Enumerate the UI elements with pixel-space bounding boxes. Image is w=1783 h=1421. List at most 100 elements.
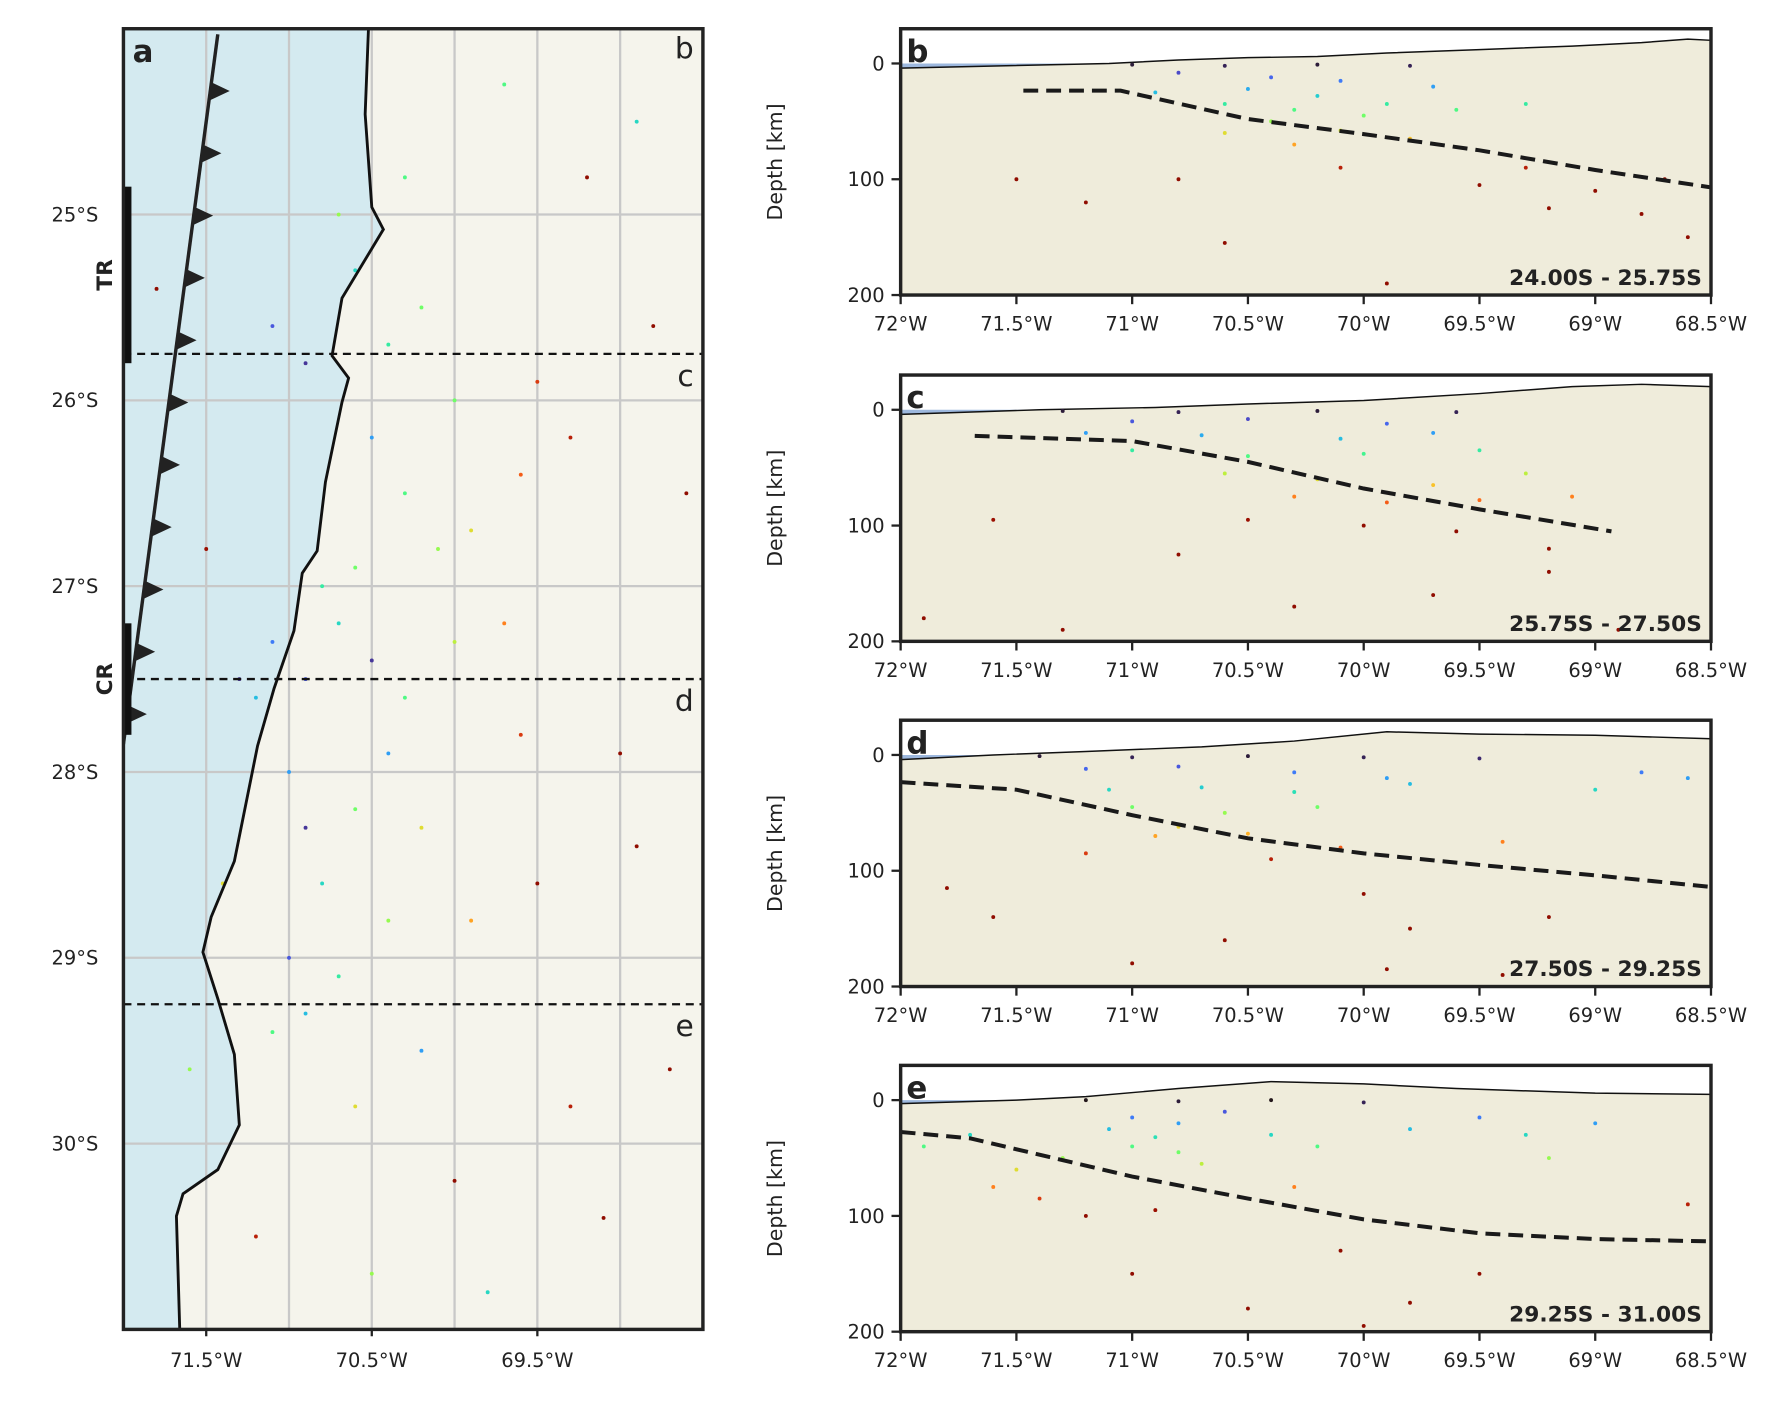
earthquake — [991, 1185, 996, 1189]
earthquake — [1153, 1135, 1158, 1140]
earthquake — [469, 918, 474, 923]
earthquake — [1222, 471, 1227, 476]
earthquake — [1037, 1196, 1042, 1201]
earthquake — [1269, 1132, 1274, 1137]
earthquake — [1014, 1167, 1019, 1172]
earthquake — [1222, 938, 1227, 943]
earthquake — [1431, 430, 1436, 435]
earthquake — [1176, 410, 1181, 415]
earthquake — [1361, 523, 1366, 528]
y-tick-label: 27°S — [52, 575, 99, 598]
earthquake — [1222, 130, 1227, 135]
earthquake — [1083, 1098, 1088, 1103]
earthquake — [991, 915, 996, 919]
earthquake — [968, 1132, 973, 1137]
x-tick-label: 71.5°W — [170, 1349, 242, 1372]
earthquake — [353, 807, 358, 812]
earthquake — [1593, 1121, 1598, 1126]
earthquake — [270, 639, 275, 644]
x-tick-label: 69°W — [1568, 312, 1622, 335]
zone-label: CR — [93, 662, 118, 695]
y-tick-label: 100 — [848, 860, 885, 883]
earthquake — [1083, 1213, 1088, 1218]
earthquake — [684, 491, 689, 496]
background — [900, 375, 1711, 642]
frame — [121, 27, 705, 1332]
x-tick-label: 70°W — [1337, 312, 1391, 335]
earthquake — [1292, 142, 1297, 147]
earthquake — [502, 82, 507, 87]
earthquake — [1292, 770, 1297, 775]
y-tick-label: 200 — [848, 975, 885, 998]
earthquake — [518, 472, 523, 477]
earthquake — [651, 324, 656, 328]
earthquake — [1431, 593, 1436, 597]
earthquake — [634, 844, 639, 849]
earthquake — [1384, 421, 1389, 426]
y-tick-label: 100 — [848, 514, 885, 537]
trench-tooth — [127, 704, 147, 724]
x-tick-label: 69°W — [1568, 1004, 1622, 1027]
earthquake — [1685, 235, 1690, 240]
earthquake — [436, 547, 440, 551]
x-tick-label: 68.5°W — [1675, 312, 1747, 335]
earthquake — [1338, 165, 1343, 170]
earthquake — [667, 1067, 672, 1072]
background — [900, 1065, 1711, 1332]
earthquake — [336, 212, 341, 217]
earthquake — [1616, 627, 1621, 632]
background — [900, 720, 1711, 987]
x-tick-label: 69.5°W — [1443, 312, 1515, 335]
earthquake — [1292, 107, 1297, 112]
earthquake — [1269, 1098, 1274, 1103]
earthquake — [320, 584, 325, 589]
earthquake — [187, 1067, 192, 1072]
earthquake — [1384, 500, 1389, 505]
earthquake — [1408, 781, 1412, 786]
trench-tooth — [210, 81, 230, 101]
earthquake — [1361, 451, 1366, 456]
topography — [900, 383, 1711, 416]
earthquake — [1107, 1127, 1111, 1132]
earthquake — [1639, 212, 1644, 216]
earthquake — [419, 1048, 424, 1053]
earthquake — [1245, 754, 1250, 759]
x-tick-label: 69°W — [1568, 1349, 1622, 1372]
earthquake — [1060, 408, 1065, 413]
trench-tooth — [168, 393, 189, 412]
earthquake — [601, 1215, 606, 1220]
earthquake — [402, 491, 407, 496]
earthquake — [303, 825, 308, 830]
earthquake — [303, 1011, 308, 1016]
x-tick-label: 71.5°W — [980, 312, 1052, 335]
earthquake — [485, 1290, 490, 1295]
x-tick-label: 72°W — [874, 1349, 928, 1372]
x-tick-label: 71°W — [1105, 1004, 1159, 1027]
map-area — [123, 28, 703, 1330]
trench-tooth — [152, 518, 172, 537]
trench-tooth — [177, 331, 197, 350]
earthquake — [618, 751, 623, 756]
earthquake — [1176, 1121, 1181, 1126]
earthquake — [154, 286, 159, 291]
earthquake — [1593, 787, 1598, 792]
panel-label: b — [906, 34, 928, 70]
earthquake — [353, 268, 358, 273]
section-area — [900, 1065, 1711, 1332]
earthquake — [1107, 787, 1111, 792]
earthquake — [369, 435, 374, 440]
x-tick-label: 71°W — [1105, 1349, 1159, 1372]
section-label: d — [675, 684, 694, 719]
earthquake — [1130, 419, 1135, 424]
earthquake — [1292, 1185, 1297, 1189]
earthquake — [1685, 776, 1690, 781]
zone-bar — [123, 623, 132, 735]
earthquake — [502, 621, 507, 626]
earthquake — [585, 175, 589, 180]
panel-label: a — [133, 34, 154, 70]
earthquake — [568, 1104, 573, 1109]
earthquake — [1477, 1115, 1482, 1120]
y-tick-label: 100 — [848, 168, 885, 191]
earthquake — [991, 517, 996, 522]
